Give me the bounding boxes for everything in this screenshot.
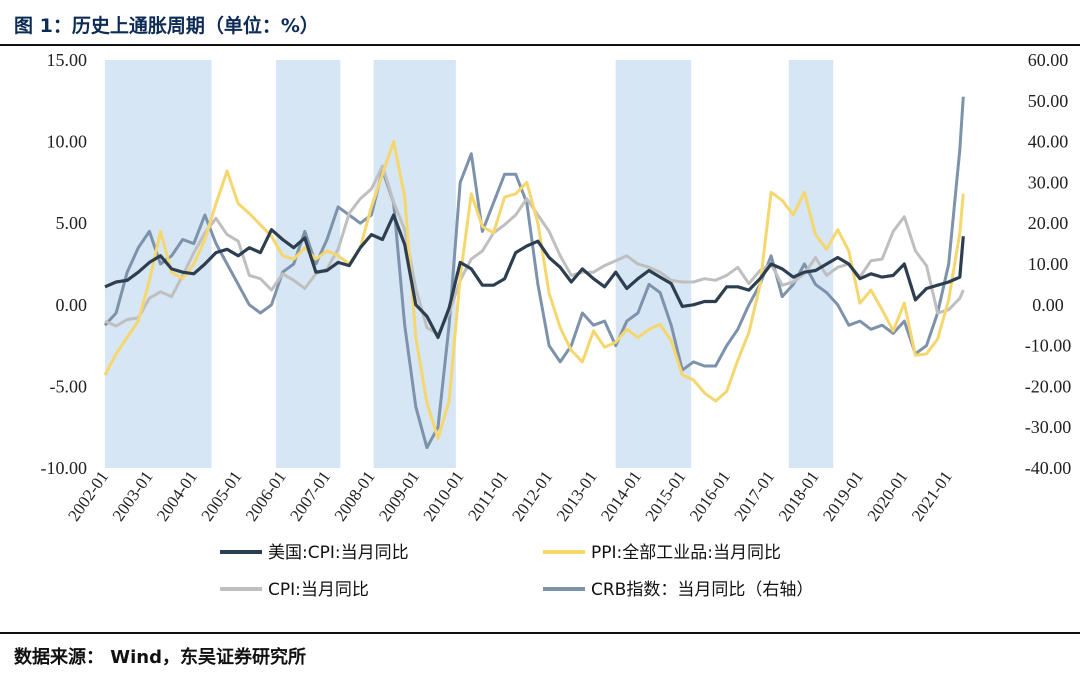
- series-line-2: [104, 164, 965, 336]
- shaded-period-3: [615, 60, 692, 468]
- right-tick-label: 60.00: [1028, 50, 1069, 70]
- inflation-cycle-chart: 15.00 10.00 5.00 0.00 -5.00 -10.00 60.00 50.00…: [41, 50, 1072, 600]
- x-tick-label: 2014-01: [597, 467, 645, 524]
- x-tick-label: 2019-01: [819, 467, 867, 524]
- x-tick-label: 2013-01: [553, 467, 601, 524]
- x-tick-label: 2010-01: [419, 467, 467, 524]
- figure-title: 图 1：历史上通胀周期（单位：%）: [14, 15, 319, 37]
- legend-label-3: CRB指数：当月同比（右轴）: [591, 580, 813, 600]
- left-tick-label: 5.00: [56, 213, 88, 233]
- series-lines: [103, 96, 965, 450]
- left-tick-label: 10.00: [47, 132, 88, 152]
- top-rule: [0, 44, 1080, 46]
- shaded-period-0: [105, 60, 212, 468]
- x-tick-label: 2006-01: [242, 467, 290, 524]
- right-tick-label: -40.00: [1025, 458, 1072, 478]
- x-tick-label: 2011-01: [464, 467, 512, 524]
- right-tick-label: -10.00: [1025, 336, 1072, 356]
- x-tick-label: 2009-01: [375, 467, 423, 524]
- x-tick-label: 2012-01: [508, 467, 556, 524]
- right-tick-label: 30.00: [1028, 172, 1069, 192]
- series-line-1: [103, 140, 965, 441]
- legend-label-0: 美国:CPI:当月同比: [268, 543, 409, 563]
- right-tick-label: 20.00: [1028, 213, 1069, 233]
- right-tick-label: -20.00: [1025, 376, 1072, 396]
- x-tick-label: 2004-01: [153, 467, 201, 524]
- legend: 美国:CPI:当月同比 PPI:全部工业品:当月同比 CPI:当月同比 CRB指数：当…: [220, 543, 813, 600]
- x-tick-label: 2020-01: [863, 467, 911, 524]
- left-tick-label: 15.00: [47, 50, 88, 70]
- x-axis-ticks: 2002-012003-012004-012005-012006-012007-…: [64, 467, 956, 524]
- x-tick-label: 2008-01: [331, 467, 379, 524]
- right-tick-label: 10.00: [1028, 254, 1069, 274]
- right-axis-ticks: 60.00 50.00 40.00 30.00 20.00 10.00 0.00 -10.00…: [1025, 50, 1072, 478]
- legend-label-1: PPI:全部工业品:当月同比: [591, 543, 781, 563]
- right-tick-label: -30.00: [1025, 417, 1072, 437]
- x-tick-label: 2003-01: [109, 467, 157, 524]
- right-tick-label: 40.00: [1028, 132, 1069, 152]
- left-axis-ticks: 15.00 10.00 5.00 0.00 -5.00 -10.00: [41, 50, 88, 478]
- x-tick-label: 2005-01: [197, 467, 245, 524]
- x-tick-label: 2007-01: [286, 467, 334, 524]
- series-line-3: [103, 96, 965, 450]
- bottom-rule: [0, 632, 1080, 634]
- x-tick-label: 2021-01: [908, 467, 956, 524]
- x-tick-label: 2017-01: [730, 467, 778, 524]
- right-tick-label: 0.00: [1032, 295, 1064, 315]
- data-source: 数据来源： Wind，东吴证券研究所: [14, 647, 306, 668]
- left-tick-label: 0.00: [56, 295, 88, 315]
- legend-label-2: CPI:当月同比: [268, 580, 369, 600]
- x-tick-label: 2015-01: [641, 467, 689, 524]
- x-tick-label: 2018-01: [775, 467, 823, 524]
- left-tick-label: -10.00: [41, 458, 88, 478]
- left-tick-label: -5.00: [50, 376, 88, 396]
- series-line-0: [104, 213, 965, 339]
- x-tick-label: 2016-01: [686, 467, 734, 524]
- right-tick-label: 50.00: [1028, 91, 1069, 111]
